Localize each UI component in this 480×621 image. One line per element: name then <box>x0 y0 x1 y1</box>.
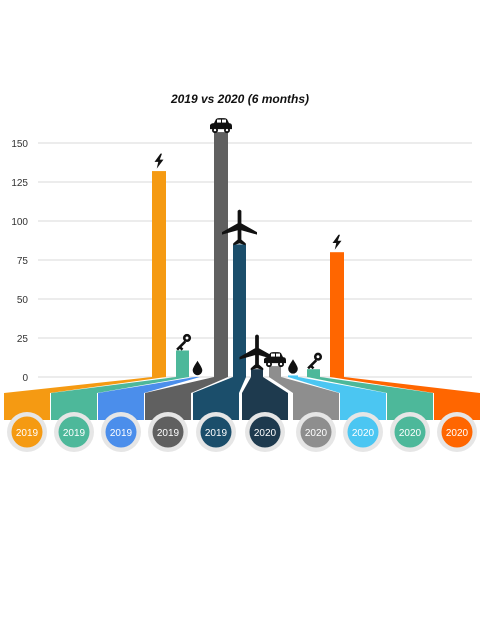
year-label: 2020 <box>254 428 277 439</box>
bar <box>307 369 320 377</box>
year-circle: 2019 <box>148 412 188 452</box>
year-circle: 2020 <box>245 412 285 452</box>
chart-title: 2019 vs 2020 (6 months) <box>170 92 310 106</box>
year-circle: 2020 <box>296 412 336 452</box>
y-tick-label: 100 <box>11 217 28 228</box>
bar <box>214 132 228 377</box>
car-icon <box>264 352 286 368</box>
year-label: 2019 <box>110 428 133 439</box>
year-label: 2020 <box>352 428 375 439</box>
airplane-icon <box>222 209 257 246</box>
bar <box>251 369 263 377</box>
year-label: 2019 <box>16 428 39 439</box>
year-circle: 2019 <box>54 412 94 452</box>
y-tick-label: 150 <box>11 139 28 150</box>
year-circle: 2019 <box>7 412 47 452</box>
year-label: 2019 <box>63 428 86 439</box>
droplet-icon <box>192 360 203 376</box>
bar <box>269 366 281 377</box>
year-circle: 2019 <box>101 412 141 452</box>
connector-band <box>193 377 246 420</box>
connector-bands <box>4 377 480 420</box>
year-circle: 2020 <box>437 412 477 452</box>
year-circle: 2019 <box>196 412 236 452</box>
key-icon <box>176 333 192 351</box>
lightning-icon <box>154 153 164 169</box>
connector-band <box>269 377 339 420</box>
lightning-icon <box>332 234 342 250</box>
y-tick-label: 75 <box>17 256 29 267</box>
key-icon <box>307 352 323 370</box>
connector-band <box>98 377 200 420</box>
year-label: 2019 <box>157 428 180 439</box>
airplane-icon <box>239 334 275 371</box>
connector-band <box>145 377 228 420</box>
year-label: 2020 <box>446 428 469 439</box>
y-tick-label: 0 <box>22 373 28 384</box>
bar <box>288 375 298 377</box>
year-circle: 2020 <box>343 412 383 452</box>
bars <box>152 132 344 377</box>
connector-band <box>4 377 166 420</box>
bar <box>176 350 189 377</box>
year-label: 2020 <box>399 428 422 439</box>
bar-icons <box>154 118 342 376</box>
bar <box>233 244 246 377</box>
connector-band <box>307 377 433 420</box>
bar <box>330 252 344 377</box>
year-circle: 2020 <box>390 412 430 452</box>
connector-band <box>288 377 386 420</box>
y-tick-label: 25 <box>17 334 29 345</box>
bar <box>152 171 166 377</box>
year-circles: 2019 2019 2019 2019 2019 2020 2020 2020 2020 2020 <box>7 412 477 452</box>
year-label: 2020 <box>305 428 328 439</box>
y-tick-label: 125 <box>11 178 28 189</box>
car-icon <box>210 118 232 134</box>
connector-band <box>51 377 189 420</box>
gridlines <box>38 142 472 378</box>
year-label: 2019 <box>205 428 228 439</box>
y-tick-label: 50 <box>17 295 29 306</box>
connector-band <box>330 377 480 420</box>
droplet-icon <box>288 359 298 374</box>
connector-band <box>242 377 288 420</box>
